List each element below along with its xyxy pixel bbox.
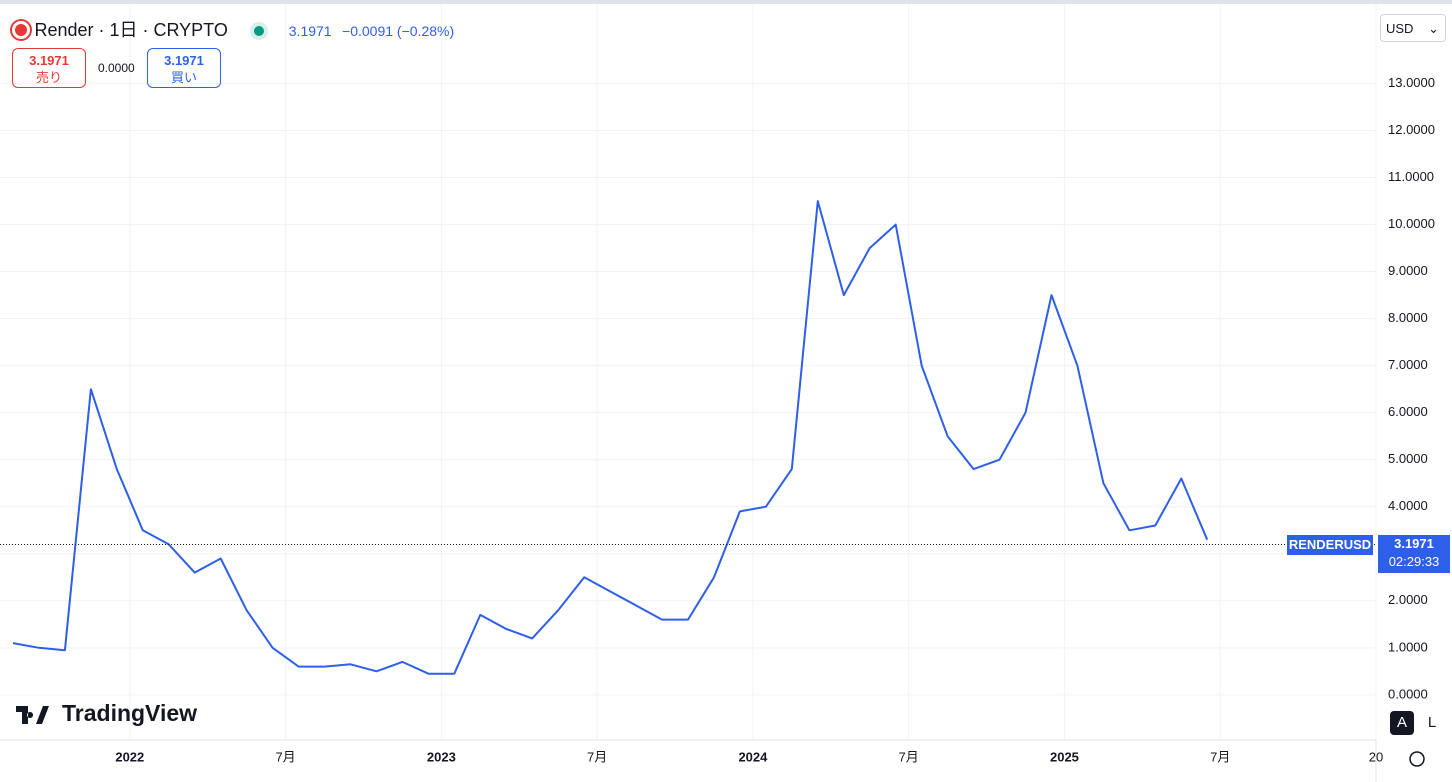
sell-label[interactable]: 売り: [35, 70, 62, 85]
sell-button[interactable]: 3.1971 売り: [12, 48, 86, 88]
x-tick-label: 2023: [427, 749, 456, 764]
change: −0.0091 (−0.28%): [342, 23, 455, 39]
y-tick-label: 2.0000: [1388, 592, 1428, 607]
status-dot: [254, 26, 265, 36]
sell-price[interactable]: 3.1971: [29, 53, 69, 68]
currency-select[interactable]: USD ⌄: [1380, 14, 1446, 42]
countdown: 02:29:33: [1388, 554, 1440, 570]
symbol: Render · 1日 · CRYPTO: [34, 20, 228, 40]
currency[interactable]: USD: [1386, 21, 1414, 36]
buy-label[interactable]: 買い: [170, 70, 197, 85]
x-tick-label: 7月: [275, 749, 295, 764]
auto-label[interactable]: A: [1397, 714, 1407, 731]
x-tick-label: 20: [1369, 749, 1383, 764]
y-tick-label: 11.0000: [1388, 169, 1434, 184]
x-tick-label: 2025: [1050, 749, 1079, 764]
y-tick-label: 12.0000: [1388, 122, 1435, 137]
y-tick-label: 10.0000: [1388, 216, 1435, 231]
symbol-logo: [12, 21, 30, 39]
buy-button[interactable]: 3.1971 買い: [147, 48, 221, 88]
chevron[interactable]: ⌄: [1428, 21, 1439, 36]
x-tick-label: 7月: [899, 749, 919, 764]
y-tick-label: 7.0000: [1388, 357, 1428, 372]
x-tick-label: 2024: [738, 749, 768, 764]
price-badge: 3.1971 02:29:33: [1378, 535, 1450, 574]
price-badge-value: 3.1971: [1394, 536, 1434, 552]
y-tick-label: 6.0000: [1388, 404, 1428, 419]
log-label[interactable]: L: [1428, 714, 1436, 731]
y-tick-label: 8.0000: [1388, 310, 1428, 325]
symbol-line: Render · 1日 · CRYPTO 3.1971 −0.0091 (−0.…: [12, 16, 454, 42]
y-tick-label: 1.0000: [1388, 639, 1428, 654]
price-line: [12, 200, 1209, 675]
top-border: [0, 0, 1452, 4]
y-tick-label: 0.0000: [1388, 686, 1428, 701]
y-tick-label: 9.0000: [1388, 263, 1428, 278]
brand: TradingView: [62, 700, 197, 726]
series-label: RENDERUSD: [1287, 535, 1373, 556]
spread: 0.0000: [98, 61, 135, 75]
x-tick-label: 2022: [115, 749, 144, 764]
last-price: 3.1971: [288, 23, 332, 39]
auto-button[interactable]: [1390, 711, 1414, 735]
y-tick-label: 5.0000: [1388, 451, 1428, 466]
x-tick-label: 7月: [1210, 749, 1230, 764]
x-tick-label: 7月: [587, 749, 607, 764]
buy-price[interactable]: 3.1971: [164, 53, 204, 68]
brand-logo: [16, 706, 49, 724]
y-tick-label: 13.0000: [1388, 75, 1435, 90]
y-tick-label: 4.0000: [1388, 498, 1428, 513]
settings-icon[interactable]: [1409, 751, 1425, 767]
